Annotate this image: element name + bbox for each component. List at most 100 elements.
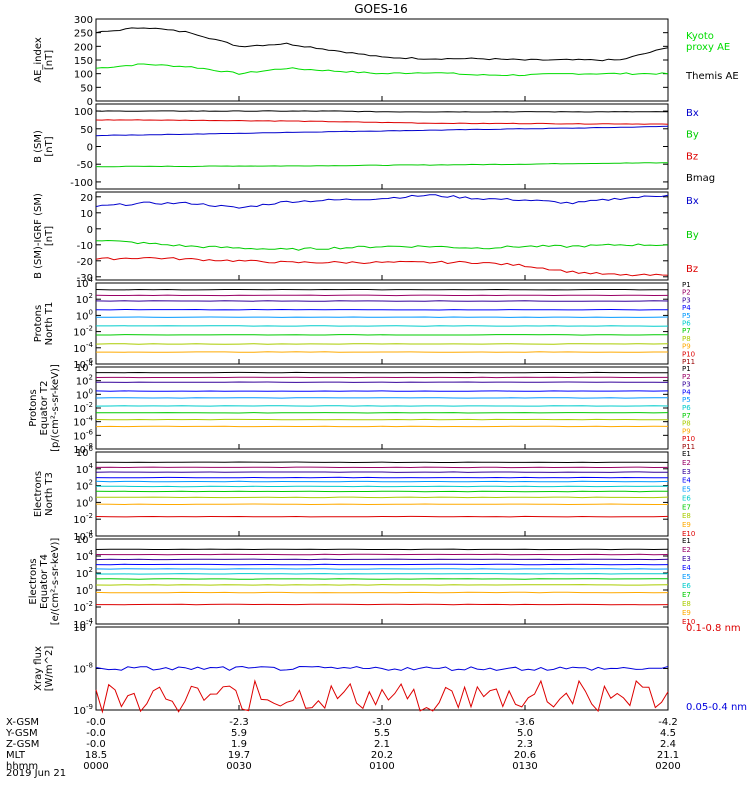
ephem-value: -3.6 [515, 717, 535, 728]
series-line [96, 163, 668, 167]
y-tick-label: 100 [76, 387, 93, 401]
y-tick-exponent: 2 [89, 479, 93, 487]
series-line [96, 472, 668, 473]
y-tick-label: -50 [77, 160, 93, 171]
legend-0-05-0-4-nm: 0.05-0.4 nm [686, 702, 747, 713]
legend-e8: E8 [682, 600, 691, 608]
legend-e3: E3 [682, 555, 691, 563]
legend-line: P3 [682, 381, 691, 389]
y-tick-label: 100 [74, 70, 93, 81]
legend-p3: P3 [682, 381, 691, 389]
legend-line: Bmag [686, 173, 715, 184]
ephem-value: 0100 [369, 761, 394, 772]
y-tick-exponent: 2 [89, 374, 93, 382]
legend-0-1-0-8-nm: 0.1-0.8 nm [686, 623, 741, 634]
y-axis-label-line: [W/m^2] [44, 646, 55, 692]
y-tick-label: 10-4 [73, 415, 93, 429]
y-tick-exponent: -2 [86, 512, 93, 520]
legend-p6: P6 [682, 404, 691, 412]
y-tick-label: 0 [87, 225, 93, 236]
series-line [96, 497, 668, 498]
series-line [96, 335, 668, 336]
series-line [96, 491, 668, 492]
ephem-value: -3.0 [372, 717, 392, 728]
legend-bmag: Bmag [686, 173, 715, 184]
legend-line: E7 [682, 591, 691, 599]
y-tick-exponent: 4 [89, 360, 94, 368]
series-line [96, 585, 668, 586]
legend-line: By [686, 130, 699, 141]
legend-e9: E9 [682, 609, 691, 617]
y-axis-label-line: Xray flux [33, 646, 44, 691]
y-axis-label-line: Equator T2 [39, 381, 50, 436]
y-tick-exponent: 2 [89, 292, 93, 300]
legend-line: E8 [682, 512, 691, 520]
legend-e6: E6 [682, 582, 691, 590]
legend-line: E5 [682, 573, 691, 581]
legend-p4: P4 [682, 388, 691, 396]
legend-line: P5 [682, 396, 691, 404]
series-line [96, 549, 668, 550]
y-tick-label: -20 [77, 257, 93, 268]
y-tick-label: 10-2 [73, 600, 93, 614]
y-tick-label: 100 [74, 107, 93, 118]
y-tick-exponent: 0 [89, 583, 93, 591]
legend-e4: E4 [682, 564, 691, 572]
legend-e9: E9 [682, 521, 691, 529]
ephem-value: -2.3 [229, 717, 249, 728]
y-axis-label: Xray flux[W/m^2] [33, 646, 55, 692]
y-tick-label: 10-9 [73, 703, 93, 717]
ephem-value: -0.0 [86, 739, 106, 750]
y-tick-label: 102 [76, 566, 93, 580]
legend-e8: E8 [682, 512, 691, 520]
y-axis-label-line: [e/(cm²-s-sr-keV)] [50, 538, 61, 626]
ephem-value: 0130 [512, 761, 537, 772]
y-tick-exponent: -2 [86, 325, 93, 333]
series-line [96, 516, 668, 517]
ephem-value: 2.1 [374, 739, 390, 750]
panel-frame [96, 192, 668, 280]
legend-line: Bx [686, 196, 699, 207]
y-axis-label-line: Protons [33, 305, 44, 342]
y-tick-exponent: -2 [86, 600, 93, 608]
y-axis-label-line: North T3 [44, 472, 55, 516]
ephem-value: 5.0 [517, 728, 533, 739]
ephem-value: 5.9 [231, 728, 247, 739]
ephem-value: 2.4 [660, 739, 676, 750]
series-line [96, 592, 668, 593]
y-tick-label: 100 [76, 495, 93, 509]
y-tick-label: 100 [76, 308, 93, 322]
legend-line: E1 [682, 450, 691, 458]
legend-line: Kyoto [686, 31, 714, 42]
series-line [96, 120, 668, 124]
series-line [96, 559, 668, 560]
series-line [96, 111, 668, 112]
series-line [96, 64, 668, 76]
y-tick-label: 10-6 [73, 428, 93, 442]
legend-line: By [686, 230, 699, 241]
series-line [96, 481, 668, 482]
legend-by: By [686, 130, 699, 141]
y-tick-label: 150 [74, 56, 93, 67]
y-tick-exponent: 4 [89, 462, 94, 470]
legend-by: By [686, 230, 699, 241]
y-axis-label-line: B (SM) [33, 130, 44, 163]
series-line [96, 344, 668, 345]
series-line [96, 352, 668, 353]
legend-e2: E2 [682, 546, 691, 554]
ephem-label: X-GSM [6, 717, 39, 728]
legend-line: E3 [682, 555, 691, 563]
ephem-value: 20.6 [514, 750, 536, 761]
y-tick-label: 10-2 [73, 325, 93, 339]
y-axis-label: ProtonsEquator T2[p/(cm²-s-sr-keV)] [28, 364, 61, 452]
legend-bz: Bz [686, 264, 698, 275]
legend-line: E4 [682, 477, 691, 485]
legend-line: E7 [682, 503, 691, 511]
series-line [96, 486, 668, 487]
y-tick-exponent: -8 [86, 662, 93, 670]
y-axis-label-line: Electrons [28, 558, 39, 604]
